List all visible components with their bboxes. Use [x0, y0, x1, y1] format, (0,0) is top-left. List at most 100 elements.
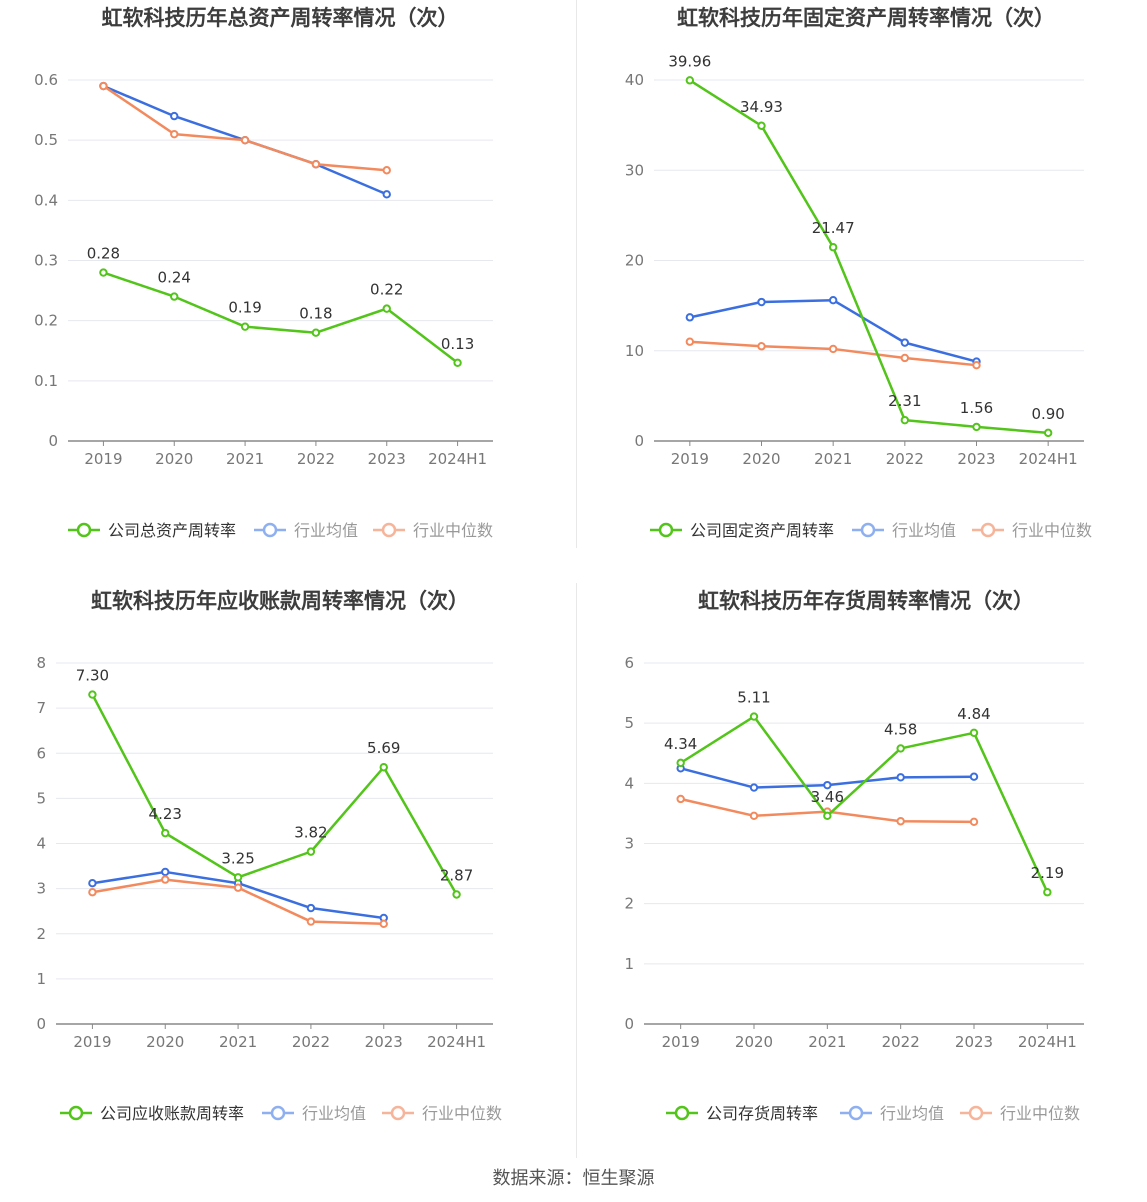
- legend-item-company: 公司应收账款周转率: [60, 1104, 244, 1123]
- y-tick-label: 30: [625, 161, 644, 179]
- chart-title: 虹软科技历年应收账款周转率情况（次）: [91, 589, 469, 613]
- y-tick-label: 10: [625, 342, 644, 360]
- legend-label: 行业中位数: [1000, 1104, 1080, 1123]
- y-tick-label: 0.4: [34, 191, 58, 209]
- data-point-company: [452, 890, 461, 899]
- chart-inventory-turnover: 虹软科技历年存货周转率情况（次） 0 1 2 3 4 5 6 2019 2020 2021 2022…: [586, 583, 1146, 1153]
- panel-divider: [576, 583, 577, 1158]
- data-point-mean: [896, 773, 905, 782]
- data-point-mean: [823, 780, 832, 790]
- legend-item-mean: 行业均值: [254, 521, 358, 540]
- x-tick-label: 2020: [742, 450, 780, 468]
- y-tick-label: 4: [36, 835, 46, 853]
- data-point-median: [99, 81, 108, 91]
- y-tick-label: 0.1: [34, 372, 58, 390]
- y-tick-label: 1: [624, 955, 634, 973]
- legend-label: 行业中位数: [422, 1104, 502, 1123]
- y-tick-label: 6: [624, 654, 634, 672]
- data-point-median: [896, 817, 905, 826]
- legend-marker: [270, 1105, 286, 1121]
- legend-item-company: 公司存货周转率: [666, 1104, 818, 1123]
- legend-label: 行业均值: [294, 521, 358, 540]
- x-tick-label: 2024H1: [428, 450, 487, 468]
- y-tick-label: 0: [624, 1015, 634, 1033]
- legend-marker: [848, 1105, 864, 1121]
- y-tick-label: 0: [48, 432, 58, 450]
- x-tick-label: 2021: [814, 450, 852, 468]
- legend-marker: [68, 1105, 84, 1121]
- y-tick-label: 2: [36, 925, 46, 943]
- data-point-company: [972, 422, 981, 432]
- legend-marker: [262, 522, 278, 538]
- legend-label: 公司固定资产周转率: [690, 521, 834, 540]
- data-label: 0.22: [370, 281, 403, 299]
- x-tick-label: 2020: [735, 1033, 773, 1051]
- x-tick-label: 2019: [671, 450, 709, 468]
- data-label: 2.31: [888, 392, 921, 410]
- data-point-company: [969, 728, 979, 737]
- data-point-median: [382, 166, 391, 175]
- series-line-company: [91, 694, 458, 896]
- x-tick-label: 2024H1: [427, 1033, 486, 1051]
- data-point-company: [757, 121, 766, 130]
- legend-marker: [968, 1105, 984, 1121]
- y-tick-label: 0: [634, 432, 644, 450]
- legend-marker: [980, 522, 996, 538]
- data-point-company: [900, 415, 910, 425]
- data-point-company: [379, 763, 388, 772]
- data-point-median: [88, 888, 97, 897]
- x-tick-label: 2022: [882, 1033, 920, 1051]
- data-point-median: [900, 353, 910, 363]
- data-source-note: 数据来源：恒生聚源: [492, 1168, 655, 1189]
- data-label: 5.11: [737, 689, 770, 707]
- legend-label: 行业中位数: [1012, 521, 1092, 540]
- series-line-company: [689, 79, 1049, 435]
- data-label: 0.24: [158, 269, 191, 287]
- legend-label: 行业均值: [880, 1104, 944, 1123]
- legend-marker: [674, 1105, 690, 1121]
- data-label: 4.84: [957, 705, 990, 723]
- y-tick-label: 8: [36, 654, 46, 672]
- y-tick-label: 6: [36, 744, 46, 762]
- data-point-mean: [161, 867, 170, 877]
- data-label: 3.82: [294, 824, 327, 842]
- data-label: 21.47: [812, 219, 855, 237]
- legend-marker: [76, 522, 92, 538]
- panel-divider: [576, 0, 577, 548]
- y-tick-label: 0: [36, 1015, 46, 1033]
- x-tick-label: 2024H1: [1018, 1033, 1077, 1051]
- chart-title: 虹软科技历年存货周转率情况（次）: [698, 589, 1034, 613]
- data-label: 3.25: [221, 849, 254, 867]
- x-tick-label: 2022: [292, 1033, 330, 1051]
- x-tick-label: 2019: [84, 450, 122, 468]
- y-tick-label: 0.5: [34, 131, 58, 149]
- data-point-company: [1043, 428, 1053, 438]
- data-label: 3.46: [811, 788, 844, 806]
- legend-item-company: 公司固定资产周转率: [650, 521, 834, 540]
- data-point-mean: [757, 297, 766, 307]
- data-label: 4.58: [884, 720, 917, 738]
- data-point-company: [896, 744, 905, 753]
- x-tick-label: 2021: [219, 1033, 257, 1051]
- data-point-company: [170, 292, 179, 301]
- data-label: 0.19: [228, 299, 261, 317]
- chart-svg: 0 0.1 0.2 0.3 0.4 0.5 0.6 2019 2020 2021 2022 2023 2…: [34, 71, 493, 540]
- data-point-median: [757, 342, 766, 351]
- data-label: 5.69: [367, 739, 400, 757]
- data-point-median: [969, 817, 979, 827]
- legend-item-median: 行业中位数: [972, 521, 1092, 540]
- legend-marker: [658, 522, 674, 538]
- data-point-company: [828, 243, 838, 252]
- data-point-company: [382, 304, 391, 313]
- data-point-mean: [88, 879, 97, 888]
- data-point-company: [676, 758, 685, 768]
- legend-label: 行业中位数: [413, 521, 493, 540]
- data-label: 0.13: [441, 335, 474, 353]
- data-point-mean: [969, 772, 979, 781]
- data-point-median: [379, 919, 388, 929]
- x-tick-label: 2020: [146, 1033, 184, 1051]
- data-label: 34.93: [740, 98, 783, 116]
- y-tick-label: 0.3: [34, 252, 58, 270]
- data-point-company: [233, 873, 243, 882]
- y-tick-label: 5: [624, 714, 634, 732]
